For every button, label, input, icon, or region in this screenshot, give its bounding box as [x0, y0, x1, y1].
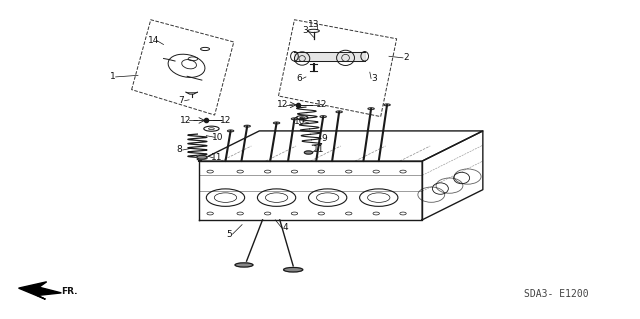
Ellipse shape [284, 268, 303, 272]
Text: 10: 10 [294, 117, 305, 126]
Ellipse shape [336, 111, 342, 113]
Text: 2: 2 [403, 53, 409, 62]
Text: 14: 14 [148, 36, 159, 45]
Ellipse shape [320, 116, 326, 118]
Text: 3: 3 [302, 26, 308, 35]
Ellipse shape [196, 155, 207, 159]
Text: 6: 6 [297, 74, 303, 83]
Text: 12: 12 [220, 116, 231, 125]
Text: FR.: FR. [61, 287, 78, 296]
Text: SDA3- E1200: SDA3- E1200 [524, 289, 589, 300]
Polygon shape [19, 282, 61, 299]
Ellipse shape [291, 118, 298, 120]
Ellipse shape [227, 130, 234, 132]
Text: 12: 12 [180, 116, 191, 125]
Text: 8: 8 [177, 145, 182, 154]
Ellipse shape [244, 125, 250, 127]
Text: 12: 12 [316, 100, 328, 109]
Text: 1: 1 [109, 72, 115, 81]
Text: 11: 11 [211, 153, 222, 162]
Text: 4: 4 [282, 223, 288, 232]
Ellipse shape [384, 104, 390, 106]
Text: 12: 12 [276, 100, 288, 109]
Text: 10: 10 [212, 133, 223, 142]
Ellipse shape [235, 263, 253, 267]
Ellipse shape [368, 108, 374, 110]
Ellipse shape [273, 122, 280, 124]
Text: 11: 11 [313, 145, 324, 154]
Text: 5: 5 [227, 230, 232, 239]
Text: 7: 7 [179, 96, 184, 105]
Text: 9: 9 [321, 134, 327, 143]
Ellipse shape [305, 151, 313, 154]
Text: 13: 13 [308, 20, 319, 29]
Text: 3: 3 [371, 74, 377, 83]
